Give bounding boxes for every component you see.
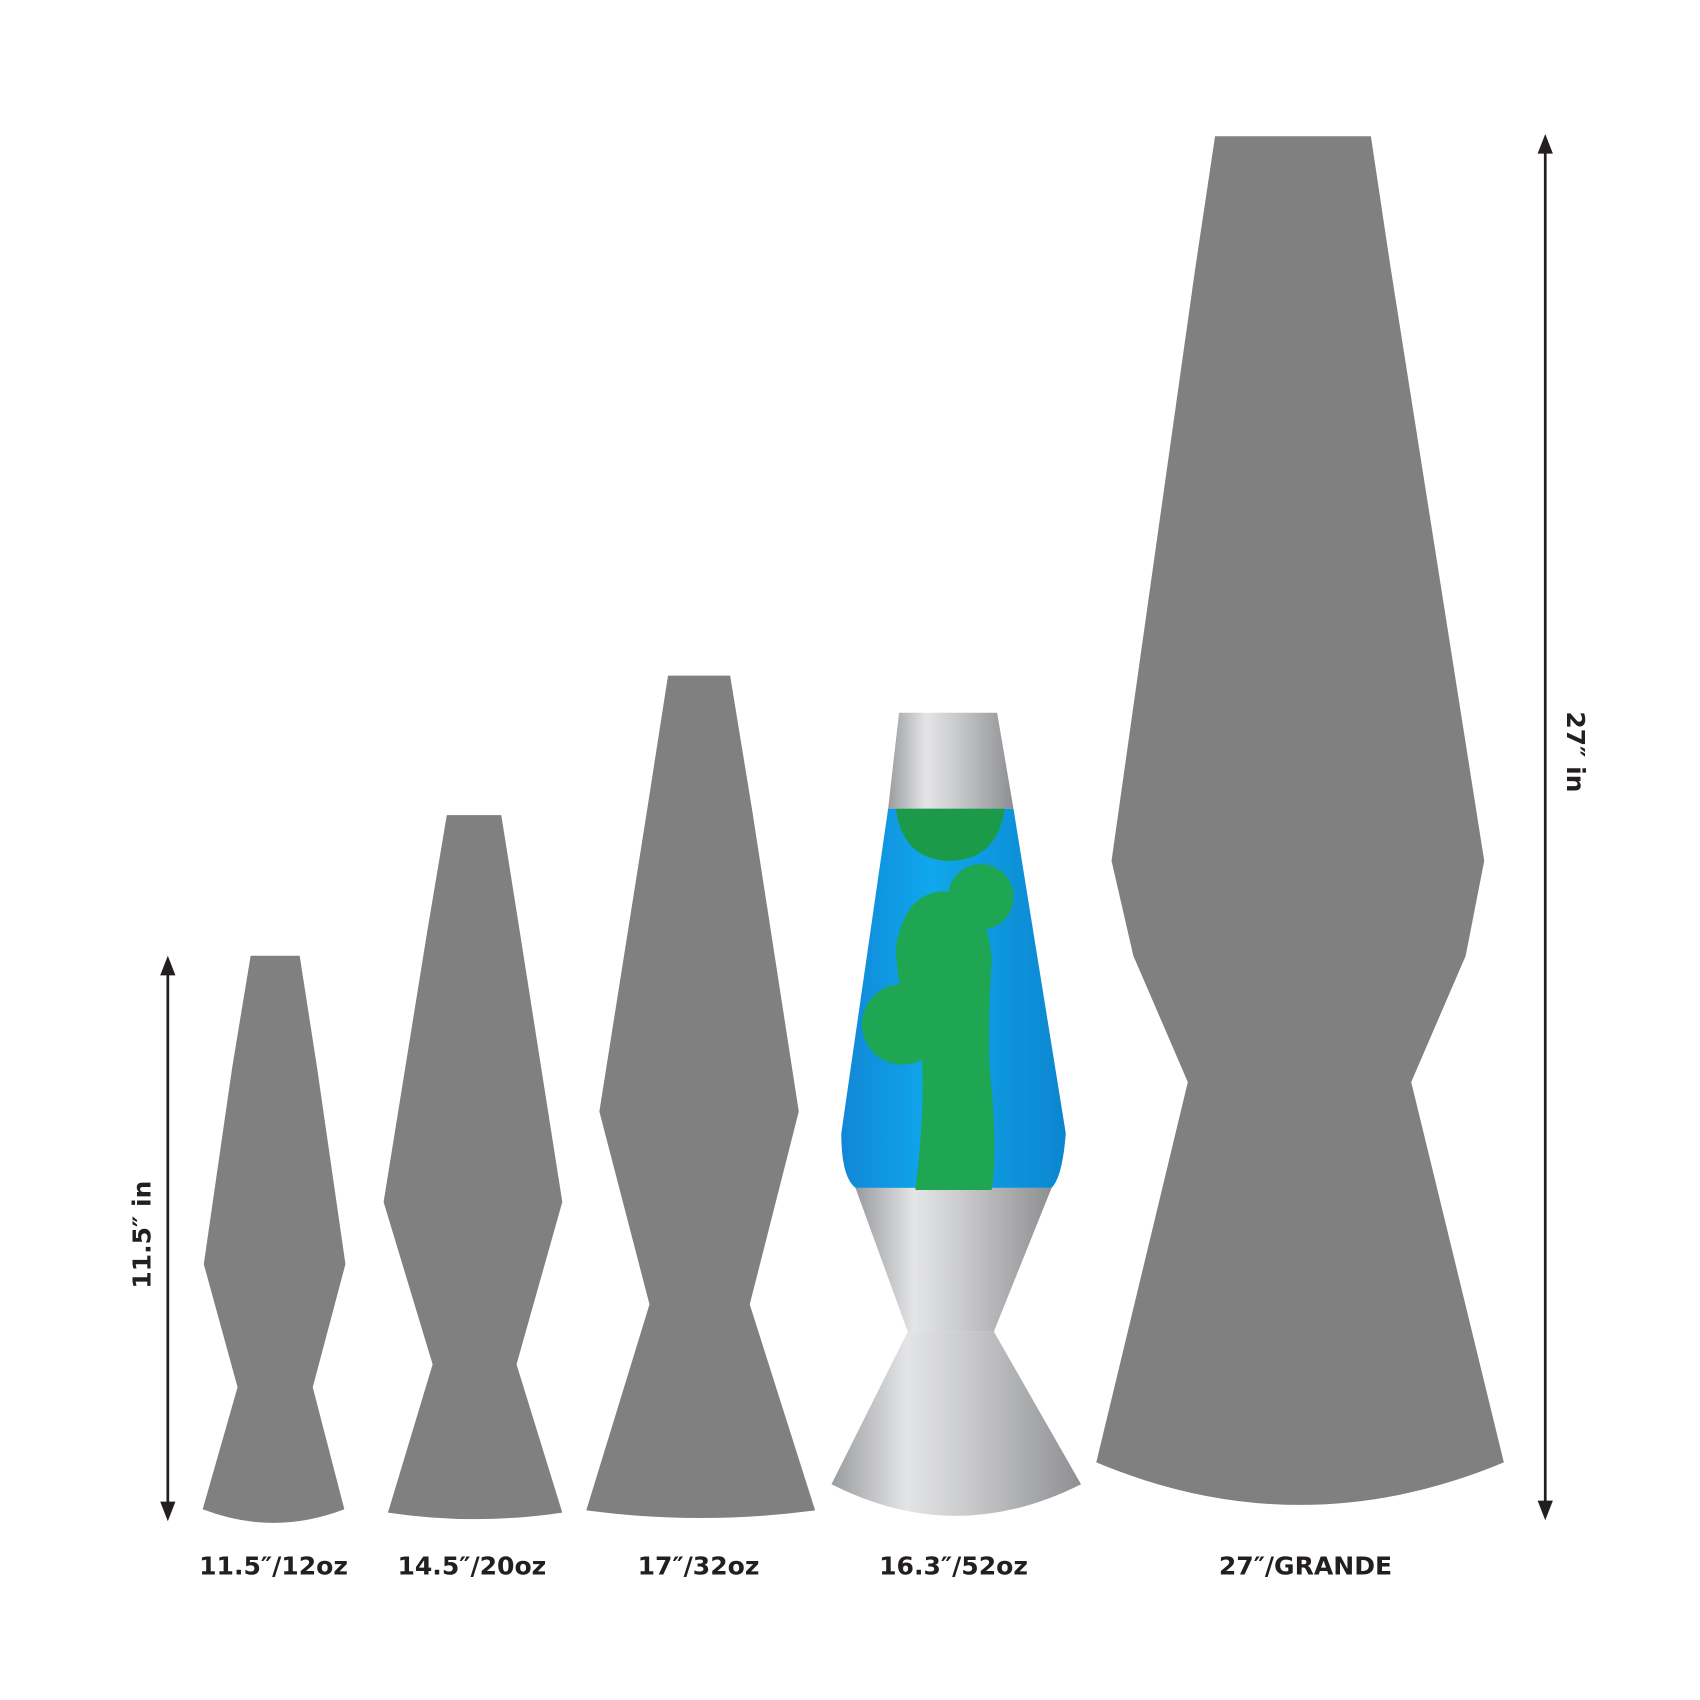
size-label: 16.3″/52oz	[879, 1552, 1028, 1581]
dimension-label: 11.5″ in	[127, 1181, 156, 1289]
dimension-label: 27″ in	[1561, 711, 1590, 792]
lamp-base-lower	[831, 1331, 1082, 1516]
lava-blob	[895, 891, 995, 1190]
size-label: 14.5″/20oz	[397, 1552, 546, 1581]
lamp-silhouette	[202, 955, 346, 1523]
lamp-silhouette	[383, 815, 563, 1520]
lamp-base-upper	[855, 1187, 1052, 1332]
size-label: 27″/GRANDE	[1219, 1552, 1392, 1581]
lamp-silhouette	[586, 675, 816, 1519]
lamp-silhouette	[1096, 136, 1504, 1505]
dimension-arrow	[160, 134, 1553, 1522]
lava-lamp	[831, 712, 1082, 1516]
lava-blob	[861, 984, 943, 1065]
lava-blob	[895, 808, 1005, 861]
size-label: 11.5″/12oz	[199, 1552, 348, 1581]
size-label: 17″/32oz	[638, 1552, 760, 1581]
lamp-cap	[888, 712, 1014, 809]
